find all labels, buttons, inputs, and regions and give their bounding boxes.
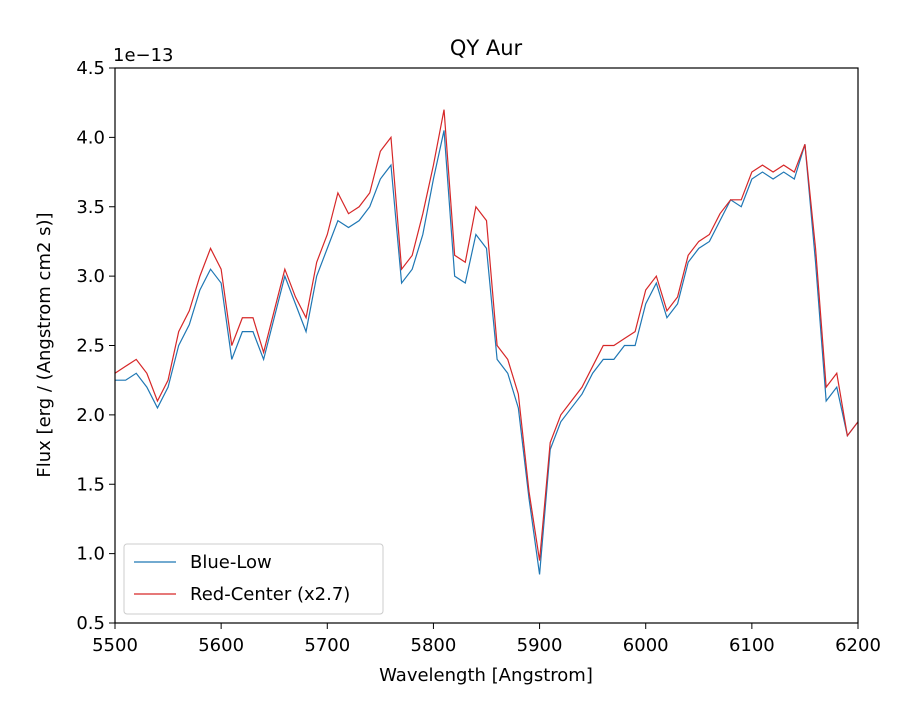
chart-title: QY Aur (450, 36, 523, 60)
y-tick-label: 4.5 (76, 58, 105, 79)
y-axis-label: Flux [erg / (Angstrom cm2 s)] (34, 212, 55, 477)
y-offset-label: 1e−13 (113, 45, 174, 66)
y-tick-label: 1.0 (76, 544, 105, 565)
x-tick-label: 5800 (411, 635, 457, 656)
y-tick-label: 0.5 (76, 613, 105, 634)
series-line (115, 130, 858, 575)
y-tick-label: 3.0 (76, 266, 105, 287)
x-tick-label: 5900 (517, 635, 563, 656)
x-tick-label: 6200 (835, 635, 881, 656)
legend-label: Red-Center (x2.7) (190, 584, 350, 605)
series-line (115, 109, 858, 561)
x-tick-label: 5700 (304, 635, 350, 656)
legend-box (123, 543, 384, 615)
x-tick-label: 6100 (729, 635, 775, 656)
y-tick-label: 2.0 (76, 405, 105, 426)
y-tick-label: 4.0 (76, 127, 105, 148)
y-tick-label: 3.5 (76, 197, 105, 218)
x-tick-label: 6000 (623, 635, 669, 656)
y-tick-label: 1.5 (76, 474, 105, 495)
legend-label: Blue-Low (190, 552, 272, 573)
x-axis-label: Wavelength [Angstrom] (379, 665, 593, 686)
x-tick-label: 5600 (198, 635, 244, 656)
plot-frame (114, 67, 859, 624)
x-tick-label: 5500 (92, 635, 138, 656)
y-tick-label: 2.5 (76, 336, 105, 357)
